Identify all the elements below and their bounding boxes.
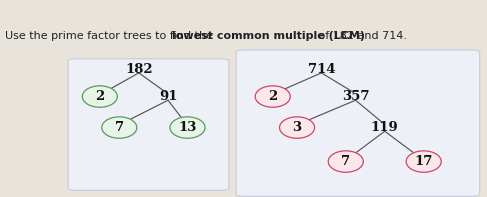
Ellipse shape: [170, 117, 205, 138]
Text: 2: 2: [95, 90, 104, 103]
Ellipse shape: [406, 151, 441, 172]
Text: 2: 2: [268, 90, 277, 103]
Ellipse shape: [255, 86, 290, 107]
Ellipse shape: [102, 117, 137, 138]
Ellipse shape: [82, 86, 117, 107]
Text: 182: 182: [125, 63, 152, 76]
Text: 7: 7: [341, 155, 350, 168]
Text: 7: 7: [115, 121, 124, 134]
Text: 3: 3: [293, 121, 301, 134]
Text: 357: 357: [342, 90, 369, 103]
Text: 714: 714: [308, 63, 335, 76]
Text: lowest common multiple (LCM): lowest common multiple (LCM): [172, 31, 365, 41]
FancyBboxPatch shape: [68, 59, 229, 190]
FancyBboxPatch shape: [236, 50, 480, 196]
Text: 13: 13: [178, 121, 197, 134]
Text: 17: 17: [414, 155, 433, 168]
Text: 91: 91: [159, 90, 177, 103]
Ellipse shape: [280, 117, 315, 138]
Text: 119: 119: [371, 121, 398, 134]
Text: Use the prime factor trees to find the: Use the prime factor trees to find the: [5, 31, 216, 41]
Text: of 182 and 714.: of 182 and 714.: [315, 31, 407, 41]
Ellipse shape: [328, 151, 363, 172]
